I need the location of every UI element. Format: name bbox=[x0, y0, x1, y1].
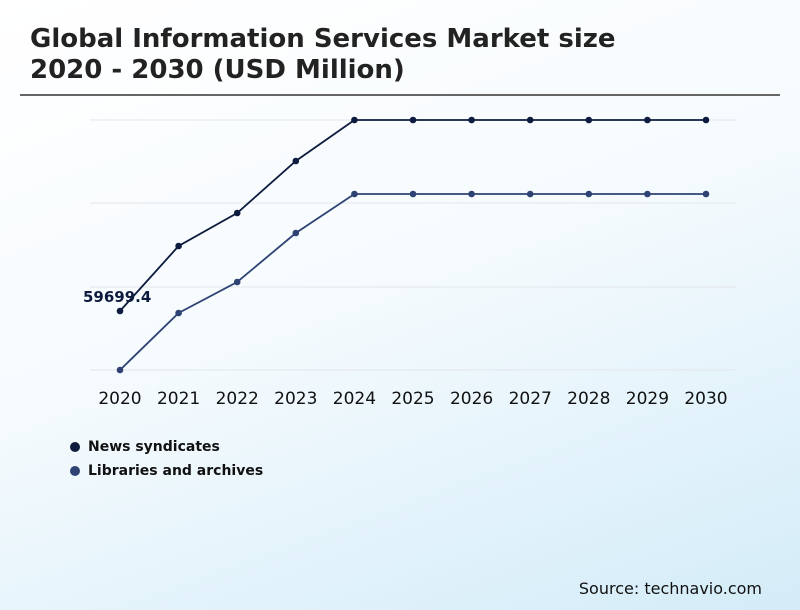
data-point bbox=[526, 190, 534, 198]
legend-label: News syndicates bbox=[88, 439, 220, 455]
data-point bbox=[409, 190, 417, 198]
series-line bbox=[119, 193, 706, 371]
series-line bbox=[119, 119, 706, 312]
x-tick-label: 2020 bbox=[98, 389, 141, 409]
x-tick-label: 2027 bbox=[509, 389, 552, 409]
x-tick-label: 2024 bbox=[333, 389, 376, 409]
x-tick-label: 2022 bbox=[216, 389, 259, 409]
data-point bbox=[585, 116, 593, 124]
data-point bbox=[644, 116, 651, 124]
x-tick-label: 2029 bbox=[626, 389, 669, 409]
data-point bbox=[468, 116, 475, 124]
legend-item-libraries-and-archives: Libraries and archives bbox=[70, 459, 263, 483]
chart-title: Global Information Services Market size … bbox=[30, 24, 616, 86]
data-point bbox=[175, 309, 182, 317]
data-point bbox=[526, 116, 534, 124]
x-tick-label: 2028 bbox=[567, 389, 610, 409]
data-point bbox=[351, 116, 358, 124]
x-tick-label: 2030 bbox=[684, 389, 727, 409]
x-tick-label: 2025 bbox=[391, 389, 434, 409]
x-tick-label: 2023 bbox=[274, 389, 317, 409]
title-line-2: 2020 - 2030 (USD Million) bbox=[30, 55, 405, 85]
data-point bbox=[175, 242, 182, 250]
data-point bbox=[292, 157, 300, 165]
source-note: Source: technavio.com bbox=[578, 579, 762, 598]
title-line-1: Global Information Services Market size bbox=[30, 24, 616, 54]
data-point bbox=[644, 190, 651, 198]
legend-marker bbox=[70, 442, 80, 452]
data-point bbox=[702, 116, 710, 124]
x-tick-label: 2026 bbox=[450, 389, 493, 409]
data-point bbox=[116, 307, 124, 315]
title-divider bbox=[20, 94, 780, 96]
data-point bbox=[233, 209, 241, 217]
x-tick-label: 2021 bbox=[157, 389, 200, 409]
legend: News syndicates Libraries and archives bbox=[70, 435, 263, 483]
data-point bbox=[702, 190, 710, 198]
data-point bbox=[585, 190, 593, 198]
legend-item-news-syndicates: News syndicates bbox=[70, 435, 263, 459]
data-point bbox=[409, 116, 417, 124]
data-label: 59699.4 bbox=[83, 288, 151, 306]
data-point bbox=[468, 190, 475, 198]
data-point bbox=[233, 278, 241, 286]
legend-label: Libraries and archives bbox=[88, 463, 264, 479]
legend-marker bbox=[70, 466, 80, 476]
data-point bbox=[116, 366, 124, 374]
data-point bbox=[292, 229, 300, 237]
data-point bbox=[351, 190, 358, 198]
